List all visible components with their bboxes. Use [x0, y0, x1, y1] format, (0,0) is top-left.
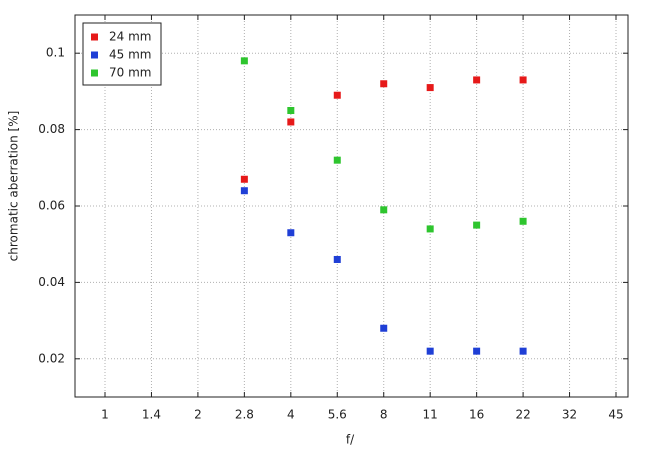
- y-tick-label: 0.06: [38, 199, 65, 213]
- x-tick-label: 45: [608, 408, 623, 422]
- x-tick-label: 16: [469, 408, 484, 422]
- point: [380, 206, 388, 214]
- point: [380, 324, 388, 332]
- x-tick-label: 32: [562, 408, 577, 422]
- point: [240, 175, 248, 183]
- point: [333, 91, 341, 99]
- y-axis-label: chromatic aberration [%]: [7, 111, 21, 262]
- point: [287, 229, 295, 237]
- y-tick-label: 0.04: [38, 275, 65, 289]
- legend: 24 mm 45 mm 70 mm: [82, 22, 162, 86]
- x-tick-label: 2.8: [235, 408, 254, 422]
- point: [426, 225, 434, 233]
- legend-label: 70 mm: [109, 66, 151, 80]
- point: [519, 347, 527, 355]
- legend-swatch: [91, 69, 98, 77]
- legend-swatch: [91, 33, 98, 41]
- point: [240, 187, 248, 195]
- x-tick-label: 11: [423, 408, 438, 422]
- point: [333, 255, 341, 263]
- x-tick-label: 2: [194, 408, 202, 422]
- point: [240, 57, 248, 65]
- point: [333, 156, 341, 164]
- point: [287, 107, 295, 114]
- point: [426, 84, 434, 92]
- point: [426, 347, 434, 355]
- y-tick-label: 0.1: [46, 46, 65, 60]
- point: [380, 80, 388, 88]
- legend-swatch: [91, 51, 98, 59]
- x-tick-label: 8: [380, 408, 388, 422]
- point: [473, 347, 481, 355]
- point: [473, 221, 481, 229]
- legend-label: 24 mm: [109, 30, 151, 44]
- y-tick-label: 0.02: [38, 351, 65, 365]
- legend-label: 45 mm: [109, 48, 151, 62]
- point: [473, 76, 481, 84]
- y-tick-label: 0.08: [38, 122, 65, 136]
- x-tick-label: 5.6: [328, 408, 347, 422]
- x-tick-label: 4: [287, 408, 295, 422]
- point: [287, 118, 295, 126]
- x-tick-label: 1: [101, 408, 109, 422]
- x-tick-label: 1.4: [142, 408, 161, 422]
- x-axis-label: f/: [346, 433, 355, 447]
- plot-frame: [74, 14, 629, 398]
- x-tick-label: 22: [515, 408, 530, 422]
- point: [519, 217, 527, 225]
- point: [519, 76, 527, 84]
